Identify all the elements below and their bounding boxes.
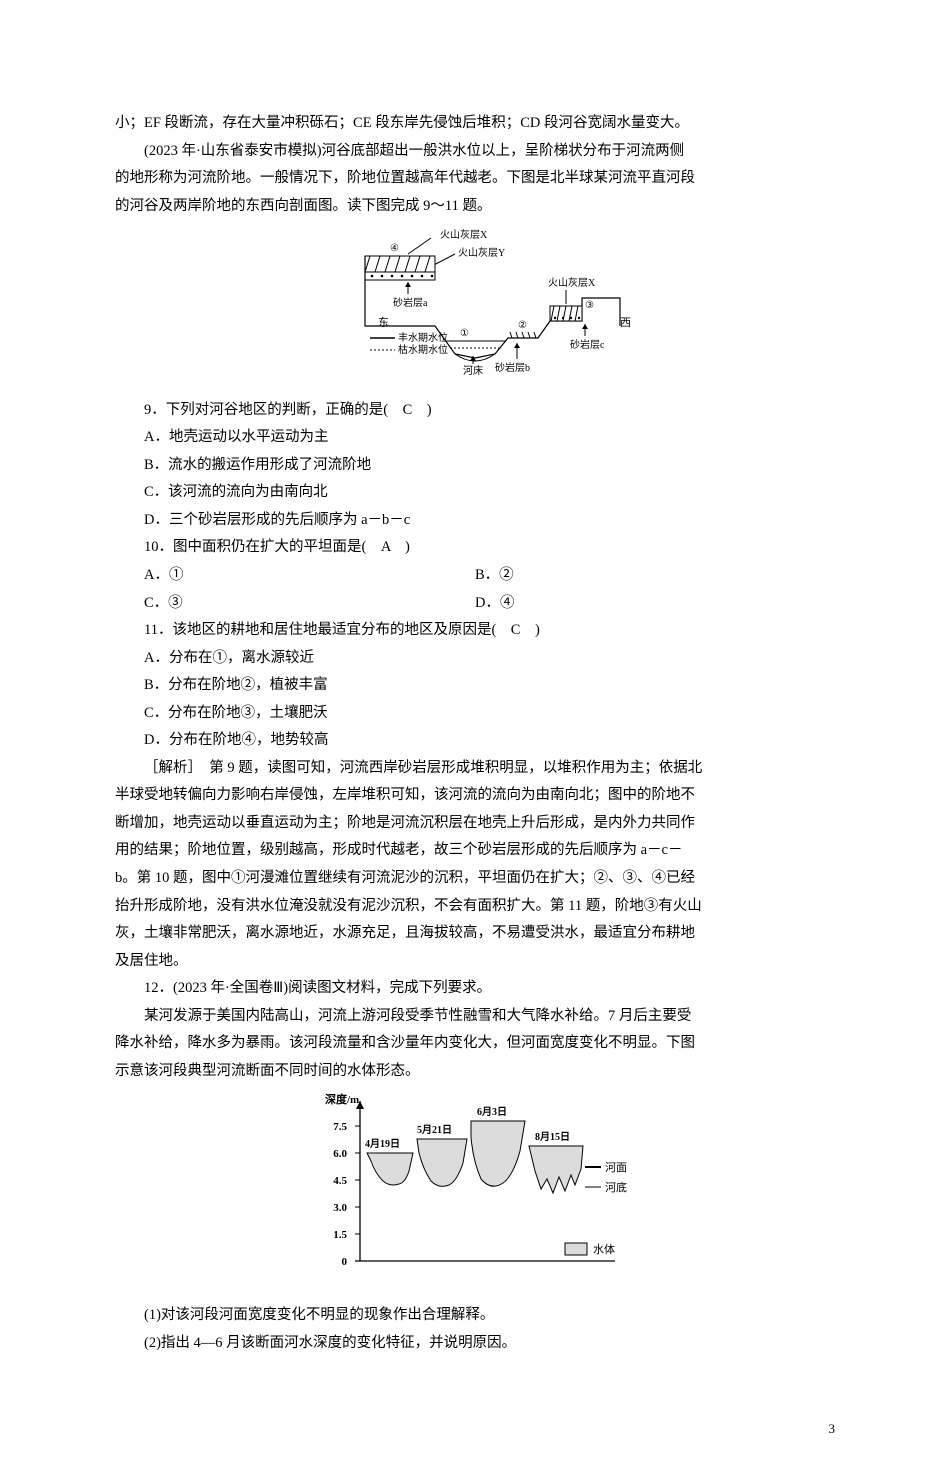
q9-stem: 9．下列对河谷地区的判断，正确的是( C ) [115, 397, 835, 425]
passage1-line2: 的地形称为河流阶地。一般情况下，阶地位置越高年代越老。下图是北半球某河流平直河段 [115, 165, 835, 193]
analysis-l2: 半球受地转偏向力影响右岸侵蚀，左岸堆积可知，该河流的流向为由南向北；图中的阶地不 [115, 782, 835, 810]
page-container: 小；EF 段断流，存在大量冲积砾石；CE 段东岸先侵蚀后堆积；CD 段河谷宽阔水… [0, 0, 950, 1482]
svg-text:1.5: 1.5 [333, 1229, 347, 1241]
svg-text:水体: 水体 [593, 1242, 615, 1256]
q10-a: A．① [115, 562, 475, 590]
svg-text:西: 西 [620, 317, 631, 329]
q11-d: D．分布在阶地④，地势较高 [115, 727, 835, 755]
svg-text:砂岩层b: 砂岩层b [495, 361, 530, 374]
q10-d: D．④ [475, 590, 835, 618]
svg-text:6月3日: 6月3日 [477, 1106, 507, 1118]
figure-2-svg: 深度/m 0 1.5 3.0 4.5 6.0 7.5 4月19日 5月21日 [305, 1091, 645, 1281]
q12-sub1: (1)对该河段河面宽度变化不明显的现象作出合理解释。 [115, 1302, 835, 1330]
q9-a: A．地壳运动以水平运动为主 [115, 424, 835, 452]
svg-text:深度/m: 深度/m [325, 1092, 359, 1106]
q12-p3: 示意该河段典型河流断面不同时间的水体形态。 [115, 1058, 835, 1086]
analysis-l3: 断增加，地壳运动以垂直运动为主；阶地是河流沉积层在地壳上升后形成，是内外力共同作 [115, 810, 835, 838]
svg-text:6.0: 6.0 [333, 1148, 347, 1160]
svg-text:火山灰层X: 火山灰层X [440, 228, 488, 241]
analysis-l5: b。第 10 题，图中①河漫滩位置继续有河流泥沙的沉积，平坦面仍在扩大；②、③、… [115, 865, 835, 893]
figure-2-wrapper: 深度/m 0 1.5 3.0 4.5 6.0 7.5 4月19日 5月21日 [115, 1091, 835, 1292]
svg-text:7.5: 7.5 [333, 1121, 347, 1133]
svg-text:0: 0 [342, 1256, 348, 1268]
svg-text:枯水期水位: 枯水期水位 [398, 343, 448, 356]
analysis-l8: 及居住地。 [115, 948, 835, 976]
svg-text:砂岩层a: 砂岩层a [393, 296, 428, 309]
q12-sub2: (2)指出 4—6 月该断面河水深度的变化特征，并说明原因。 [115, 1330, 835, 1358]
figure-1-wrapper: 火山灰层X ④ 火山灰层Y 砂岩层a 东 丰水期水位 [115, 226, 835, 387]
svg-text:火山灰层Y: 火山灰层Y [458, 246, 505, 259]
q10-b: B．② [475, 562, 835, 590]
svg-text:8月15日: 8月15日 [535, 1131, 570, 1143]
analysis-l1: ［解析］ 第 9 题，读图可知，河流西岸砂岩层形成堆积明显，以堆积作用为主；依据… [115, 755, 835, 783]
analysis-l6: 抬升形成阶地，没有洪水位淹没就没有泥沙沉积，不会有面积扩大。第 11 题，阶地③… [115, 893, 835, 921]
svg-text:砂岩层c: 砂岩层c [570, 338, 605, 351]
svg-text:火山灰层X: 火山灰层X [548, 276, 596, 289]
q12-p2: 降水补给，降水多为暴雨。该河段流量和含沙量年内变化大，但河面宽度变化不明显。下图 [115, 1030, 835, 1058]
q10-c: C．③ [115, 590, 475, 618]
q12-stem: 12．(2023 年·全国卷Ⅲ)阅读图文材料，完成下列要求。 [115, 975, 835, 1003]
figure-1-svg: 火山灰层X ④ 火山灰层Y 砂岩层a 东 丰水期水位 [290, 226, 660, 376]
passage1-line3: 的河谷及两岸阶地的东西向剖面图。读下图完成 9～11 题。 [115, 193, 835, 221]
analysis-l4: 用的结果；阶地位置，级别越高，形成时代越老，故三个砂岩层形成的先后顺序为 a－c… [115, 837, 835, 865]
intro-fragment: 小；EF 段断流，存在大量冲积砾石；CE 段东岸先侵蚀后堆积；CD 段河谷宽阔水… [115, 110, 835, 138]
q11-stem: 11．该地区的耕地和居住地最适宜分布的地区及原因是( C ) [115, 617, 835, 645]
q9-c: C．该河流的流向为由南向北 [115, 479, 835, 507]
svg-text:东: 东 [378, 316, 389, 329]
q12-p1: 某河发源于美国内陆高山，河流上游河段受季节性融雪和大气降水补给。7 月后主要受 [115, 1003, 835, 1031]
svg-text:河底: 河底 [605, 1180, 627, 1194]
q11-b: B．分布在阶地②，植被丰富 [115, 672, 835, 700]
passage1-line1: (2023 年·山东省泰安市模拟)河谷底部超出一般洪水位以上，呈阶梯状分布于河流… [115, 138, 835, 166]
svg-text:④: ④ [390, 243, 399, 254]
svg-text:河面: 河面 [605, 1161, 627, 1174]
svg-text:4月19日: 4月19日 [365, 1138, 400, 1150]
q11-a: A．分布在①，离水源较近 [115, 645, 835, 673]
q9-b: B．流水的搬运作用形成了河流阶地 [115, 452, 835, 480]
svg-text:②: ② [518, 320, 527, 331]
q10-stem: 10．图中面积仍在扩大的平坦面是( A ) [115, 534, 835, 562]
q11-c: C．分布在阶地③，土壤肥沃 [115, 700, 835, 728]
svg-text:3.0: 3.0 [333, 1202, 347, 1214]
q9-d: D．三个砂岩层形成的先后顺序为 a－b－c [115, 507, 835, 535]
svg-text:③: ③ [585, 300, 594, 311]
analysis-l7: 灰，土壤非常肥沃，离水源地近，水源充足，且海拔较高，不易遭受洪水，最适宜分布耕地 [115, 920, 835, 948]
svg-text:4.5: 4.5 [333, 1175, 347, 1187]
svg-text:5月21日: 5月21日 [417, 1124, 452, 1136]
svg-text:①: ① [460, 328, 469, 339]
svg-text:河床: 河床 [463, 364, 483, 376]
page-number: 3 [115, 1417, 835, 1442]
